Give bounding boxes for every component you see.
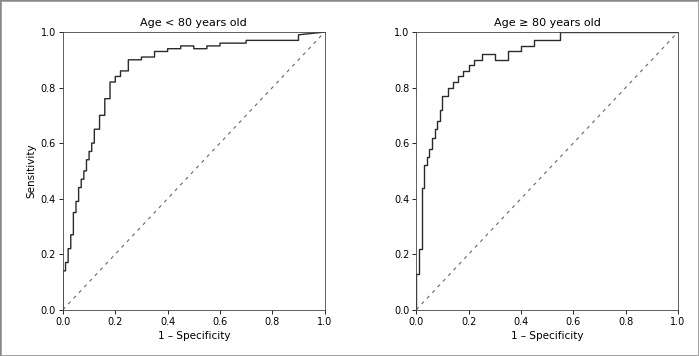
- Title: Age < 80 years old: Age < 80 years old: [140, 19, 247, 28]
- Y-axis label: Sensitivity: Sensitivity: [27, 143, 36, 198]
- X-axis label: 1 – Specificity: 1 – Specificity: [511, 331, 584, 341]
- X-axis label: 1 – Specificity: 1 – Specificity: [157, 331, 230, 341]
- Title: Age ≥ 80 years old: Age ≥ 80 years old: [493, 19, 600, 28]
